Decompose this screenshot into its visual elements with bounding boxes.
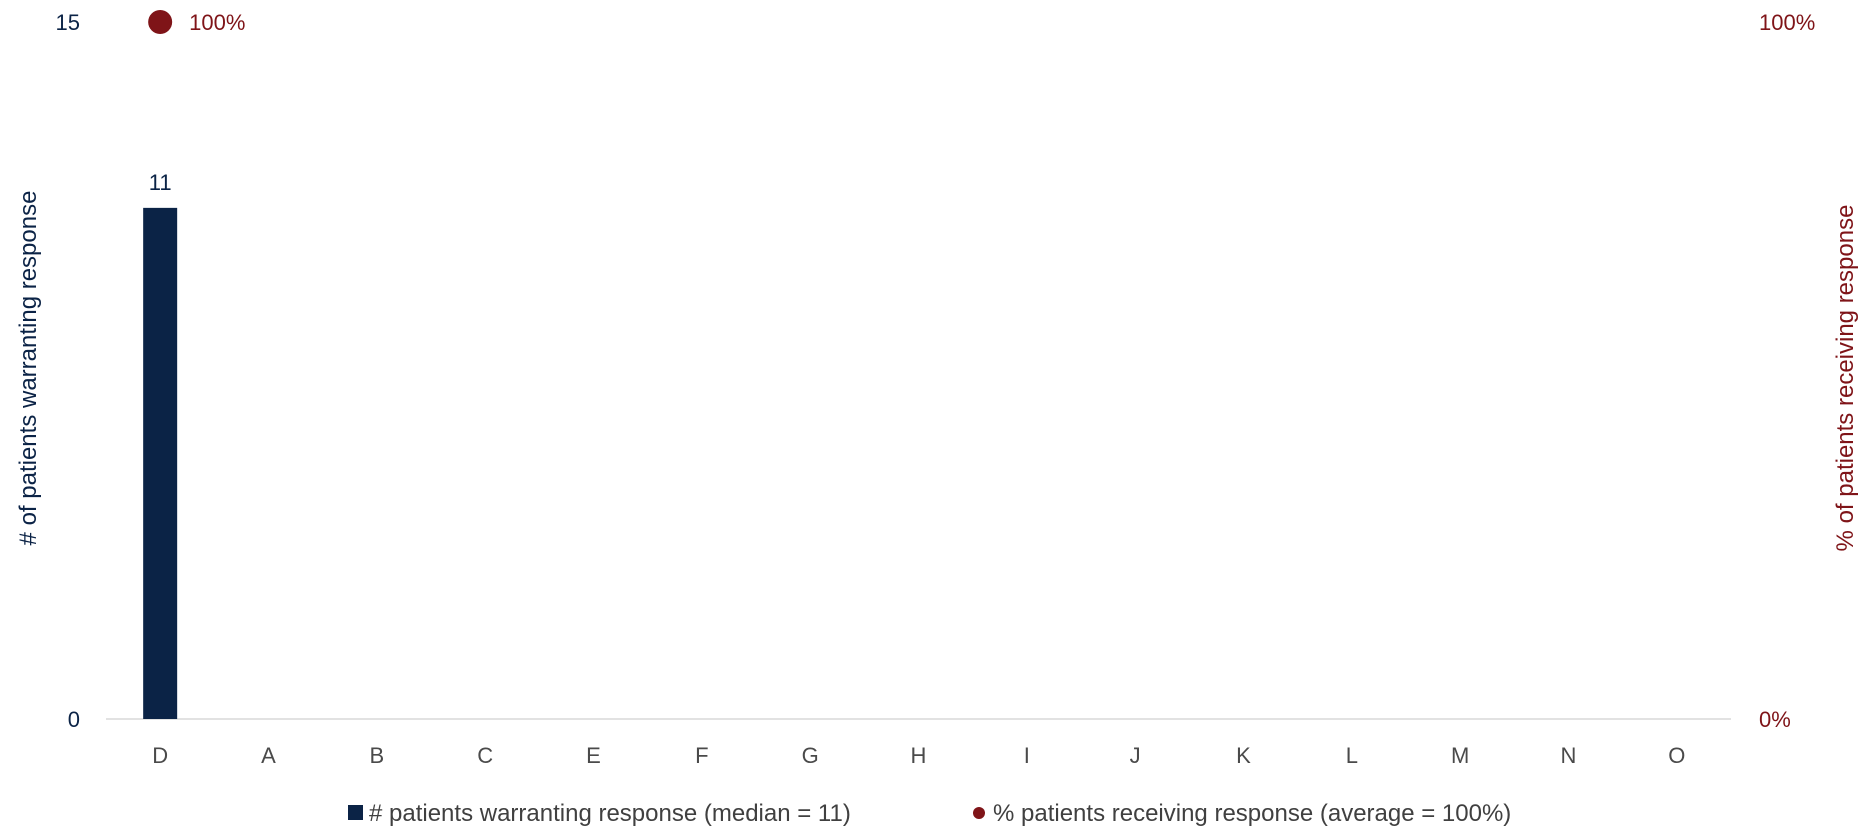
bar-data-label: 11: [149, 170, 172, 195]
legend-bar-swatch: [348, 805, 363, 820]
x-tick-label: L: [1346, 743, 1358, 768]
left-axis-tick-label: 0: [68, 707, 80, 732]
right-axis-ticks: 0% 100%: [1759, 10, 1815, 732]
dot-series: 100%: [148, 10, 245, 35]
x-tick-label: O: [1668, 743, 1685, 768]
left-axis-title: # of patients warranting response: [15, 191, 42, 546]
right-axis-title: % of patients receiving response: [1832, 205, 1859, 552]
x-tick-label: C: [477, 743, 493, 768]
right-axis-tick-label: 0%: [1759, 707, 1791, 732]
legend-bar-label: # patients warranting response (median =…: [369, 800, 851, 827]
x-tick-label: N: [1561, 743, 1577, 768]
dot-data-label: 100%: [189, 10, 245, 35]
x-tick-label: A: [261, 743, 276, 768]
x-tick-label: F: [695, 743, 708, 768]
x-tick-label: E: [586, 743, 601, 768]
right-axis-tick-label: 100%: [1759, 10, 1815, 35]
legend-dot-label: % patients receiving response (average =…: [993, 800, 1511, 827]
bar-series: 11: [143, 170, 178, 719]
x-tick-label: I: [1024, 743, 1030, 768]
legend: # patients warranting response (median =…: [348, 800, 1511, 827]
bar: [143, 207, 178, 719]
x-tick-label: H: [911, 743, 927, 768]
x-tick-label: M: [1451, 743, 1469, 768]
left-axis-ticks: 0 15: [56, 10, 80, 732]
dot-point: [148, 10, 173, 34]
x-tick-label: D: [152, 743, 168, 768]
legend-dot-swatch: [973, 807, 985, 819]
x-tick-label: K: [1236, 743, 1251, 768]
left-axis-tick-label: 15: [56, 10, 80, 35]
x-tick-label: B: [369, 743, 384, 768]
x-tick-label: J: [1130, 743, 1141, 768]
x-tick-label: G: [802, 743, 819, 768]
